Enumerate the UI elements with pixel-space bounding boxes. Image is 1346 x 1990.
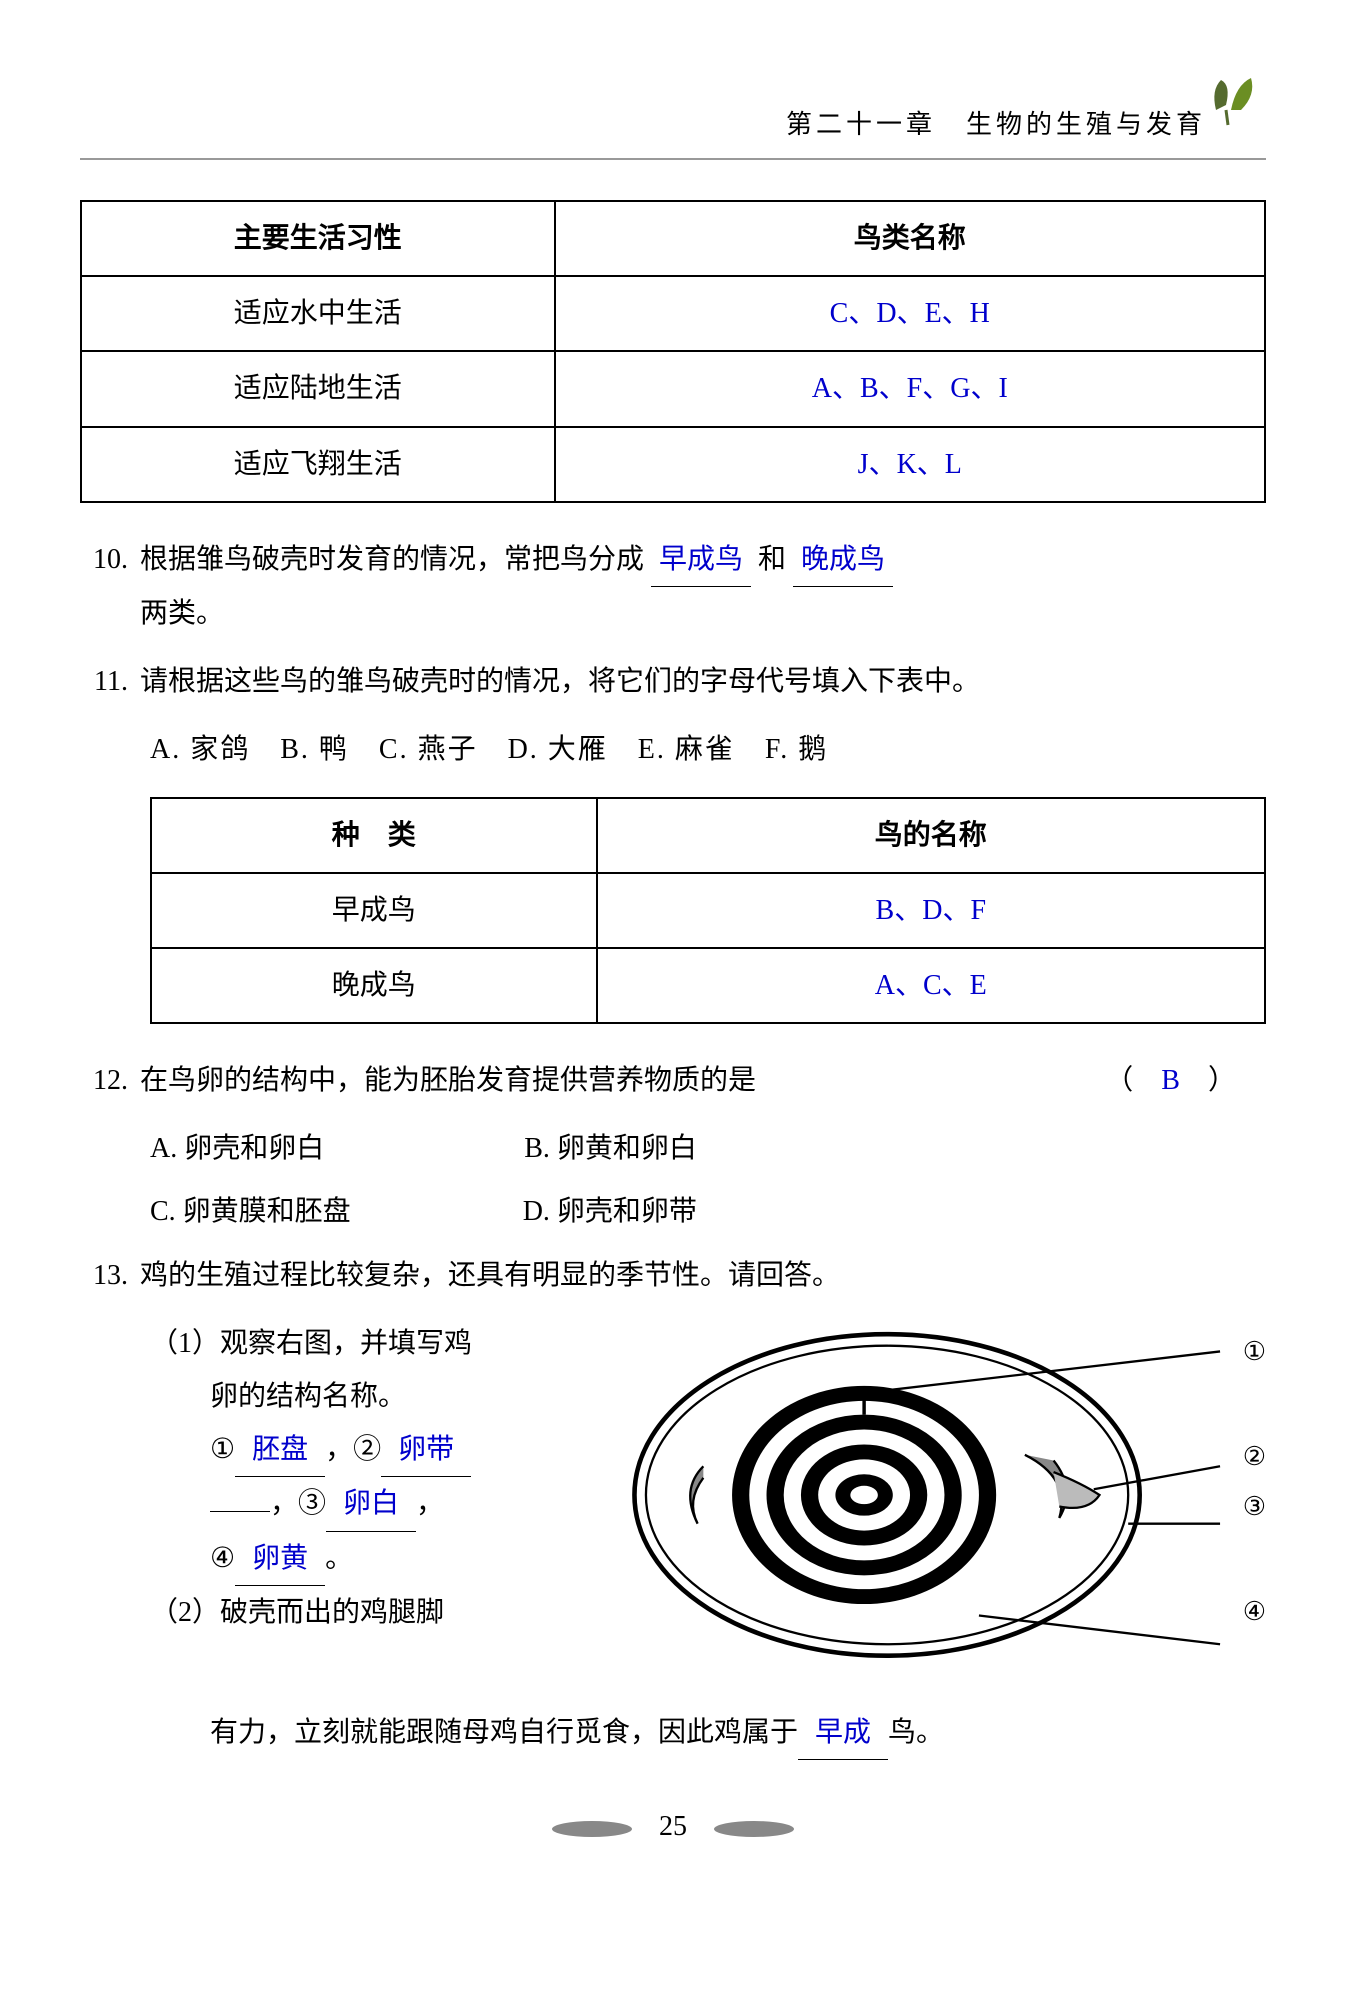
sub2-blank: 早成: [798, 1706, 888, 1760]
page-deco-left-icon: [552, 1821, 632, 1837]
sub1-blanks-1: ①胚盘，②卵带: [210, 1423, 580, 1477]
table-row: 早成鸟 B、D、F: [151, 873, 1265, 948]
answer-cell: C、D、E、H: [555, 276, 1265, 351]
option-a: A. 卵壳和卵白: [150, 1122, 324, 1175]
sub2-text3: 鸟。: [888, 1717, 944, 1748]
question-body: 根据雏鸟破壳时发育的情况，常把鸟分成 早成鸟 和 晚成鸟 两类。: [140, 533, 1266, 640]
answer-cell: J、K、L: [555, 427, 1265, 502]
habitat-table: 主要生活习性 鸟类名称 适应水中生活 C、D、E、H 适应陆地生活 A、B、F、…: [80, 200, 1266, 503]
q10-text-mid: 和: [758, 544, 786, 575]
q12-options-row1: A. 卵壳和卵白 B. 卵黄和卵白: [150, 1122, 1266, 1175]
q12-options-row2: C. 卵黄膜和胚盘 D. 卵壳和卵带: [150, 1185, 1266, 1238]
sub1-blanks-3: ，③卵白，: [210, 1477, 580, 1531]
sub2-num: （2）: [150, 1597, 220, 1628]
sub2-text1: 破壳而出的鸡腿脚: [220, 1597, 444, 1628]
page-number: 25: [639, 1800, 707, 1853]
q11-options: A. 家鸽 B. 鸭 C. 燕子 D. 大雁 E. 麻雀 F. 鹅: [150, 723, 1266, 776]
question-number: 13.: [80, 1249, 140, 1302]
egg-diagram: ① ② ③ ④: [600, 1317, 1266, 1691]
sep-12: ，②: [325, 1434, 381, 1465]
q13-sub2-continuation: 有力，立刻就能跟随母鸡自行觅食，因此鸡属于早成鸟。: [150, 1706, 1266, 1760]
diagram-label-1: ①: [1243, 1327, 1266, 1376]
question-12: 12. 在鸟卵的结构中，能为胚胎发育提供营养物质的是 （ B ）: [80, 1054, 1266, 1107]
q13-sub1-text: （1）观察右图，并填写鸡 卵的结构名称。 ①胚盘，②卵带 ，③卵白， ④卵黄。 …: [150, 1317, 580, 1691]
table-header-row: 种 类 鸟的名称: [151, 798, 1265, 873]
question-number: 11.: [80, 655, 140, 708]
q10-text-after: 两类。: [140, 598, 224, 629]
habit-cell: 适应飞翔生活: [81, 427, 555, 502]
egg-svg: [600, 1317, 1266, 1673]
label-4-num: ④: [210, 1543, 235, 1574]
page-header: 第二十一章 生物的生殖与发育: [80, 60, 1266, 160]
sub2-text2: 有力，立刻就能跟随母鸡自行觅食，因此鸡属于: [210, 1717, 798, 1748]
header-name: 鸟的名称: [597, 798, 1265, 873]
blank-4: 卵黄: [235, 1532, 325, 1586]
sub2-line1: （2）破壳而出的鸡腿脚: [150, 1586, 580, 1639]
option-c: C. 卵黄膜和胚盘: [150, 1185, 351, 1238]
question-13: 13. 鸡的生殖过程比较复杂，还具有明显的季节性。请回答。: [80, 1249, 1266, 1302]
q13-diagram-section: （1）观察右图，并填写鸡 卵的结构名称。 ①胚盘，②卵带 ，③卵白， ④卵黄。 …: [150, 1317, 1266, 1691]
blank-1: 胚盘: [235, 1423, 325, 1477]
sep-3a: ，③: [270, 1488, 326, 1519]
diagram-label-2: ②: [1243, 1432, 1266, 1481]
question-body: 在鸟卵的结构中，能为胚胎发育提供营养物质的是 （ B ）: [140, 1054, 1266, 1107]
blank-3: 卵白: [326, 1477, 416, 1531]
sub1-line1: （1）观察右图，并填写鸡: [150, 1317, 580, 1370]
type-cell: 早成鸟: [151, 873, 597, 948]
answer-cell: A、B、F、G、I: [555, 351, 1265, 426]
q12-paren: （ B ）: [1105, 1054, 1236, 1107]
answer-cell: A、C、E: [597, 948, 1265, 1023]
question-number: 12.: [80, 1054, 140, 1107]
label-1-num: ①: [210, 1434, 235, 1465]
question-body: 鸡的生殖过程比较复杂，还具有明显的季节性。请回答。: [140, 1249, 1266, 1302]
question-body: 请根据这些鸟的雏鸟破壳时的情况，将它们的字母代号填入下表中。: [140, 655, 1266, 708]
header-birds: 鸟类名称: [555, 201, 1265, 276]
q12-answer: B: [1161, 1065, 1180, 1096]
table-row: 适应陆地生活 A、B、F、G、I: [81, 351, 1265, 426]
page-footer: 25: [80, 1800, 1266, 1853]
option-b: B. 卵黄和卵白: [524, 1122, 697, 1175]
q12-text: 在鸟卵的结构中，能为胚胎发育提供营养物质的是: [140, 1065, 756, 1096]
page-deco-right-icon: [714, 1821, 794, 1837]
leaf-icon: [1196, 60, 1266, 130]
sub1-num: （1）: [150, 1328, 220, 1359]
question-number: 10.: [80, 533, 140, 586]
table-header-row: 主要生活习性 鸟类名称: [81, 201, 1265, 276]
header-habit: 主要生活习性: [81, 201, 555, 276]
question-10: 10. 根据雏鸟破壳时发育的情况，常把鸟分成 早成鸟 和 晚成鸟 两类。: [80, 533, 1266, 640]
diagram-label-3: ③: [1243, 1482, 1266, 1531]
diagram-label-4: ④: [1243, 1587, 1266, 1636]
header-type: 种 类: [151, 798, 597, 873]
habit-cell: 适应陆地生活: [81, 351, 555, 426]
table-row: 适应飞翔生活 J、K、L: [81, 427, 1265, 502]
chapter-title: 第二十一章 生物的生殖与发育: [786, 100, 1206, 149]
habit-cell: 适应水中生活: [81, 276, 555, 351]
table-row: 适应水中生活 C、D、E、H: [81, 276, 1265, 351]
table-row: 晚成鸟 A、C、E: [151, 948, 1265, 1023]
q10-text-before: 根据雏鸟破壳时发育的情况，常把鸟分成: [140, 544, 644, 575]
sub1-blanks-4: ④卵黄。: [210, 1532, 580, 1586]
sub1-line2: 卵的结构名称。: [210, 1370, 580, 1423]
q10-blank1: 早成鸟: [651, 533, 751, 587]
sep-3b: ，: [416, 1488, 444, 1519]
sep-4: 。: [325, 1543, 353, 1574]
option-d: D. 卵壳和卵带: [523, 1185, 697, 1238]
blank-cont: [210, 1511, 270, 1512]
q10-blank2: 晚成鸟: [793, 533, 893, 587]
type-cell: 晚成鸟: [151, 948, 597, 1023]
question-11: 11. 请根据这些鸟的雏鸟破壳时的情况，将它们的字母代号填入下表中。: [80, 655, 1266, 708]
answer-cell: B、D、F: [597, 873, 1265, 948]
bird-type-table: 种 类 鸟的名称 早成鸟 B、D、F 晚成鸟 A、C、E: [150, 797, 1266, 1025]
blank-2: 卵带: [381, 1423, 471, 1477]
